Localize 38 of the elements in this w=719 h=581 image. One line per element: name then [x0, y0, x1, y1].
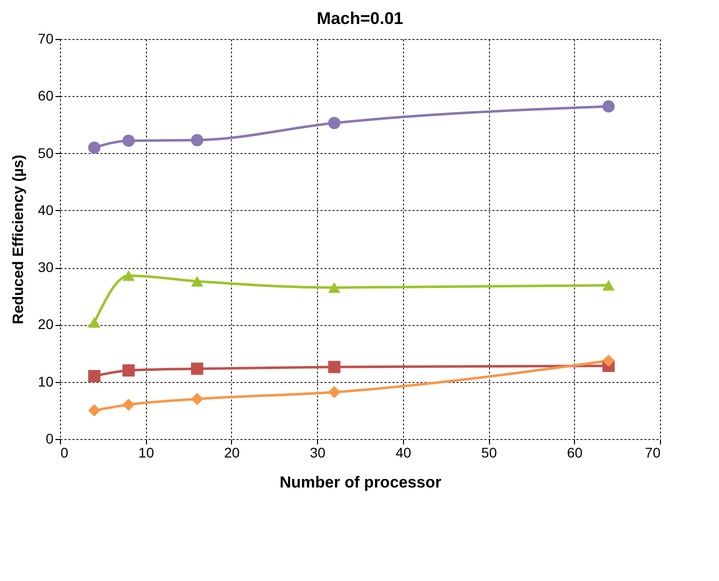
y-tick-label: 60: [38, 88, 54, 104]
x-tick-label: 10: [138, 444, 154, 460]
point: [88, 370, 100, 382]
y-tick-label: 40: [38, 202, 54, 218]
y-tick-label: 10: [38, 373, 54, 390]
point: [88, 317, 100, 328]
point: [191, 392, 204, 406]
x-tick-label: 60: [566, 444, 583, 460]
y-tick-label: 20: [38, 316, 54, 332]
point: [328, 386, 340, 398]
y-tick-label: 30: [38, 259, 54, 276]
point: [602, 354, 615, 367]
point: [191, 362, 204, 375]
point: [191, 134, 204, 146]
point: [328, 360, 340, 374]
point: [602, 100, 615, 113]
y-tick-label: 0: [46, 430, 54, 446]
y-tick-label: 50: [38, 144, 54, 161]
x-tick-label: 0: [60, 444, 68, 460]
y-axis-title: Reduced Efficiency (µs): [10, 154, 27, 324]
point: [328, 116, 340, 130]
point: [88, 404, 100, 417]
chart-title: Mach=0.01: [316, 9, 404, 28]
point: [328, 282, 340, 293]
point: [602, 280, 615, 291]
x-axis-title: Number of processor: [280, 474, 442, 492]
point: [122, 364, 135, 377]
x-tick-label: 20: [224, 444, 240, 460]
x-tick-label: 40: [396, 444, 412, 460]
point: [122, 134, 135, 147]
x-tick-label: 30: [310, 444, 326, 460]
y-tick-label: 70: [38, 30, 54, 46]
x-tick-label: 50: [481, 444, 498, 460]
point: [122, 398, 135, 411]
point: [122, 270, 135, 281]
x-tick-label: 70: [644, 444, 661, 460]
point: [191, 276, 204, 287]
point: [88, 141, 100, 154]
